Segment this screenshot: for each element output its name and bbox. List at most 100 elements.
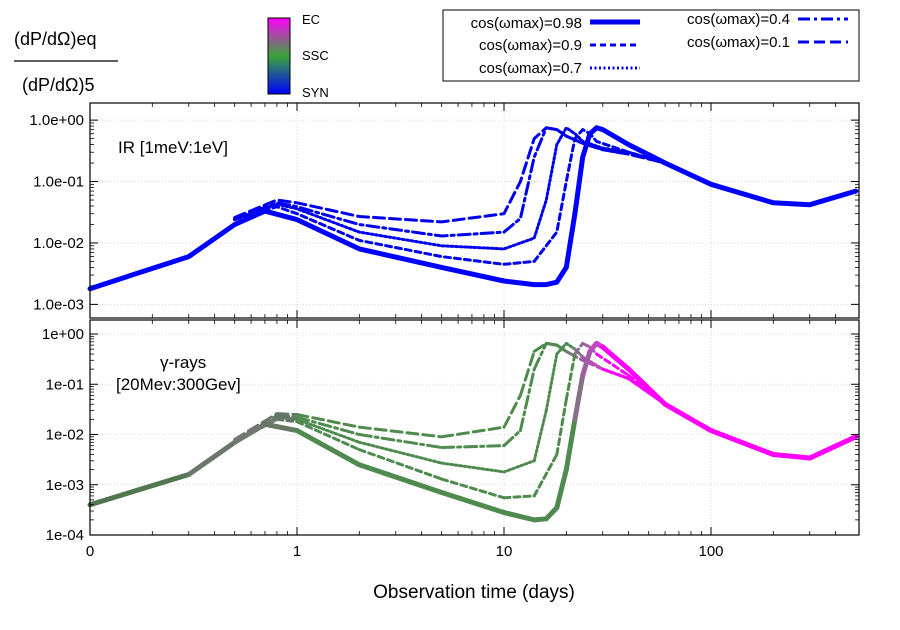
panel-ir: 1.0e-03 1.0e-02 1.0e-01 1.0e+00 IR [1meV:1e… <box>29 102 860 319</box>
series-segment <box>501 510 537 523</box>
series-segment <box>357 433 444 450</box>
series-segment <box>770 451 813 461</box>
series-segment <box>440 425 506 439</box>
series-segment <box>357 425 444 439</box>
x-tick-label: 0 <box>86 543 94 560</box>
series-segment <box>601 367 631 381</box>
x-tick-label: 10 <box>496 543 513 560</box>
colorbar-label-ec: EC <box>302 12 320 27</box>
x-tick-label: 1 <box>293 543 301 560</box>
series-segment <box>502 459 536 474</box>
y-tick-label: 1.0e-01 <box>33 174 84 191</box>
bottom-frame <box>89 319 860 536</box>
series-segment <box>544 341 559 347</box>
bottom-curves <box>87 340 859 523</box>
series-line <box>233 128 667 266</box>
bottom-annotation-line1: γ-rays <box>160 353 206 372</box>
panel-gamma: 1e-04 1e-03 1e-02 1e-01 1e+00 γ-rays [20Mev:… <box>42 319 860 544</box>
series-segment <box>275 415 299 421</box>
series-segment <box>580 348 593 378</box>
y-tick-label: 1e+00 <box>42 326 84 343</box>
legend-box <box>442 9 860 82</box>
series-line <box>233 126 667 238</box>
series-segment <box>543 505 560 522</box>
series-segment <box>532 452 559 498</box>
colorbar-label-ssc: SSC <box>302 48 329 63</box>
top-annotation: IR [1meV:1eV] <box>118 138 228 157</box>
series-segment <box>356 462 445 496</box>
series-segment <box>357 448 444 481</box>
series-segment <box>295 415 361 437</box>
series-segment <box>532 341 548 371</box>
legend-label-04: cos(ωmax)=0.4 <box>687 11 790 28</box>
series-segment <box>662 401 714 434</box>
series-segment <box>807 434 859 461</box>
series-segment <box>502 494 536 500</box>
series-segment <box>295 420 361 452</box>
series-segment <box>502 429 522 448</box>
ratio-denominator: (dP/dΩ)5 <box>22 75 94 95</box>
series-segment <box>232 421 268 445</box>
series-segment <box>440 444 506 450</box>
bottom-yticks: 1e-04 1e-03 1e-02 1e-01 1e+00 <box>42 320 859 544</box>
top-frame <box>89 102 860 319</box>
series-segment <box>295 413 361 429</box>
y-tick-label: 1e-03 <box>46 477 84 494</box>
series-segment <box>572 372 586 422</box>
y-tick-label: 1.0e+00 <box>29 112 84 129</box>
top-yticks: 1.0e-03 1.0e-02 1.0e-01 1.0e+00 <box>29 103 859 318</box>
series-segment <box>186 439 238 477</box>
series-line <box>233 341 667 474</box>
series-segment <box>502 393 522 429</box>
y-tick-label: 1e-04 <box>46 527 84 544</box>
ratio-numerator: (dP/dΩ)eq <box>14 29 97 49</box>
series-segment <box>440 477 506 500</box>
series-line <box>233 126 667 251</box>
series-segment <box>555 341 568 356</box>
x-ticks: 0 1 10 100 <box>86 543 724 560</box>
bottom-annotation-line2: [20Mev:300Gev] <box>116 375 241 394</box>
series-segment <box>600 344 632 372</box>
series-line <box>87 125 859 292</box>
series-segment <box>262 421 300 434</box>
series-segment <box>275 417 299 424</box>
y-tick-label: 1e-01 <box>46 376 84 393</box>
series-segment <box>439 490 507 516</box>
legend-label-01: cos(ωmax)=0.1 <box>687 34 790 51</box>
series-segment <box>440 461 506 474</box>
series-segment <box>294 428 362 468</box>
legend-label-098: cos(ωmax)=0.98 <box>471 15 582 32</box>
series-segment <box>708 428 776 457</box>
legend: cos(ωmax)=0.98 cos(ωmax)=0.9 cos(ωmax)=0… <box>442 9 860 82</box>
series-segment <box>555 397 568 456</box>
series-segment <box>573 341 585 356</box>
series-segment <box>357 440 444 465</box>
series-segment <box>563 416 578 473</box>
top-curves <box>87 125 859 292</box>
series-segment <box>626 366 668 407</box>
y-tick-label: 1e-02 <box>46 427 84 444</box>
series-line <box>87 340 859 523</box>
colorbar-label-syn: SYN <box>302 85 329 100</box>
series-segment <box>564 341 577 351</box>
series-segment <box>544 352 559 413</box>
series-segment <box>295 417 361 444</box>
series-segment <box>518 349 536 397</box>
series-segment <box>233 412 279 441</box>
legend-label-09: cos(ωmax)=0.9 <box>479 37 582 54</box>
ratio-label: (dP/dΩ)eq (dP/dΩ)5 <box>14 29 118 95</box>
series-segment <box>554 467 569 511</box>
x-tick-label: 100 <box>698 543 723 560</box>
series-segment <box>595 352 631 377</box>
series-segment <box>275 412 299 417</box>
colorbar-gradient <box>267 17 291 95</box>
series-segment <box>87 471 192 508</box>
series-segment <box>532 409 548 463</box>
colorbar: EC SSC SYN <box>267 12 329 100</box>
x-axis-label: Observation time (days) <box>373 582 575 603</box>
legend-label-07: cos(ωmax)=0.7 <box>479 60 582 77</box>
y-tick-label: 1.0e-02 <box>33 235 84 252</box>
series-segment <box>275 413 299 419</box>
series-segment <box>518 367 536 433</box>
